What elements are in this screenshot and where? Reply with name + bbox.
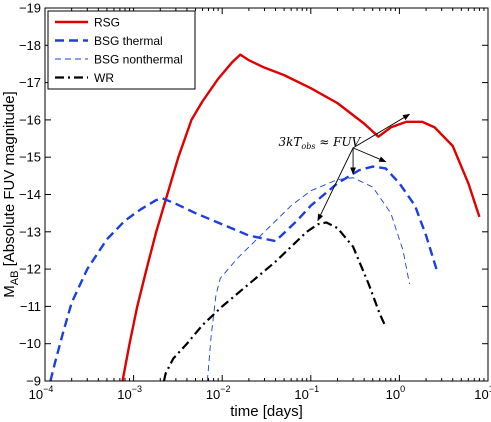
y-tick-label: −9: [26, 374, 41, 389]
y-tick-label: −16: [19, 112, 41, 127]
legend-label-wr: WR: [94, 71, 114, 85]
y-tick-label: −13: [19, 224, 41, 239]
x-tick-label: 10−4: [29, 384, 54, 402]
y-tick-label: −18: [19, 38, 41, 53]
annotation-arrow: [352, 113, 411, 149]
x-tick-label: 10−2: [206, 384, 231, 402]
x-axis-label: time [days]: [230, 403, 303, 420]
annotation-arrow: [352, 147, 387, 163]
legend-box: [47, 10, 196, 90]
legend: RSG BSG thermal BSG nonthermal WR: [47, 10, 196, 90]
y-tick-label: −15: [19, 150, 41, 165]
series-bsg-nonthermal: [206, 177, 410, 381]
y-axis-label-sub: AB: [9, 271, 21, 286]
series-rsg: [121, 53, 481, 381]
annotation-text: 3kTobs ≈ FUV: [279, 135, 362, 151]
legend-label-bsg-thermal: BSG thermal: [94, 34, 163, 48]
y-axis-label: MAB [Absolute FUV magnitude]: [1, 91, 21, 297]
y-tick-label: −12: [19, 262, 41, 277]
x-tick-label: 100: [386, 384, 405, 402]
y-tick-label: −17: [19, 75, 41, 90]
series-bsg-thermal: [49, 165, 439, 381]
legend-label-bsg-nonthermal: BSG nonthermal: [94, 53, 183, 67]
annotation-arrow: [317, 147, 354, 222]
y-axis-label-main: M: [1, 285, 18, 298]
y-tick-label: −10: [19, 336, 41, 351]
plot-frame: [44, 7, 489, 382]
series-lines: [49, 53, 481, 381]
x-tick-label: 10−1: [294, 384, 319, 402]
legend-label-rsg: RSG: [94, 16, 120, 30]
x-tick-label: 101: [474, 384, 491, 402]
annotation: 3kTobs ≈ FUV: [279, 113, 411, 222]
x-tick-label: 10−3: [117, 384, 142, 402]
y-tick-label: −19: [19, 1, 41, 16]
y-tick-label: −14: [19, 187, 41, 202]
y-tick-label: −11: [20, 299, 41, 314]
series-wr: [162, 221, 387, 381]
y-axis-label-rest: [Absolute FUV magnitude]: [1, 91, 18, 270]
